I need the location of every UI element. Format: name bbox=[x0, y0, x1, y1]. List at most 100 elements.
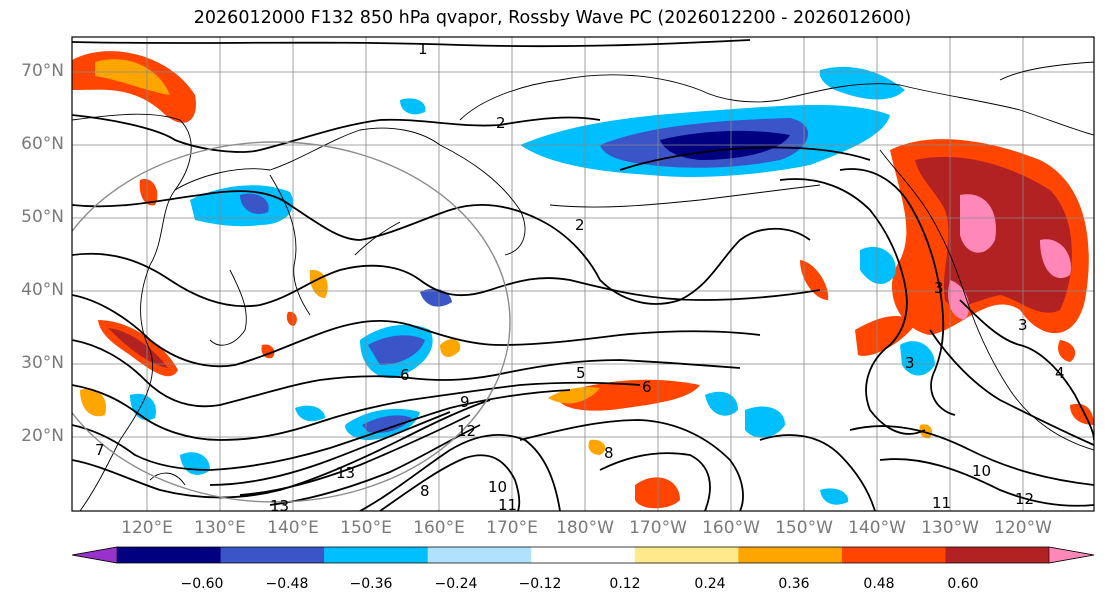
contour-label: 6 bbox=[642, 378, 652, 396]
lon-label: 170°E bbox=[486, 518, 538, 538]
colorbar-tick-label: −0.48 bbox=[265, 576, 309, 592]
contour-line bbox=[879, 458, 1094, 507]
contour-label: 9 bbox=[460, 393, 470, 411]
contour-label: 11 bbox=[498, 496, 517, 514]
lat-label: 70°N bbox=[21, 61, 64, 81]
coastline bbox=[354, 221, 401, 256]
coastline bbox=[439, 144, 526, 256]
lon-label: 160°W bbox=[702, 518, 760, 538]
contour-line bbox=[359, 433, 561, 511]
coastline bbox=[699, 83, 1094, 136]
contour-line bbox=[759, 434, 876, 511]
anomaly-blob bbox=[745, 406, 785, 438]
contour-label: 8 bbox=[420, 482, 430, 500]
lon-label: 150°E bbox=[340, 518, 392, 538]
contour-line bbox=[779, 178, 926, 435]
colorbar-segment bbox=[841, 547, 946, 563]
colorbar bbox=[71, 546, 1095, 564]
colorbar-segment bbox=[738, 547, 843, 563]
colorbar-segment bbox=[324, 547, 429, 563]
contour-label: 13 bbox=[270, 497, 289, 515]
anomaly-blob bbox=[705, 391, 738, 416]
anomaly-blob bbox=[855, 315, 915, 356]
lat-label: 60°N bbox=[21, 134, 64, 154]
anomaly-blob bbox=[960, 194, 996, 253]
anomaly-blob bbox=[95, 59, 170, 95]
anomaly-blob bbox=[819, 66, 905, 100]
anomaly-blob bbox=[362, 415, 412, 433]
anomaly-blob bbox=[800, 260, 829, 300]
contour-line bbox=[72, 294, 761, 368]
lat-label: 30°N bbox=[21, 353, 64, 373]
anomaly-blob bbox=[820, 488, 849, 505]
lat-label: 40°N bbox=[21, 280, 64, 300]
coastline bbox=[149, 472, 186, 486]
contour-line bbox=[959, 299, 1094, 441]
map-title: 2026012000 F132 850 hPa qvapor, Rossby W… bbox=[193, 8, 912, 28]
contour-label: 2 bbox=[575, 216, 585, 234]
anomaly-blob bbox=[190, 185, 294, 227]
contour-line bbox=[929, 329, 1094, 446]
contour-label: 6 bbox=[400, 366, 410, 384]
anomaly-blob bbox=[420, 288, 452, 307]
colorbar-tick-label: 0.48 bbox=[863, 576, 895, 592]
contour-label: 1 bbox=[418, 40, 428, 58]
anomaly-blob bbox=[635, 477, 680, 509]
colorbar-outline bbox=[71, 546, 1095, 564]
colorbar-tick-label: 0.60 bbox=[947, 576, 979, 592]
contour-line bbox=[72, 252, 821, 308]
colorbar-segment bbox=[945, 547, 1050, 563]
contour-line bbox=[239, 414, 471, 496]
contour-line bbox=[619, 146, 871, 171]
colorbar-tick-label: 0.12 bbox=[609, 576, 641, 592]
contour-label: 10 bbox=[972, 462, 991, 480]
contour-lines bbox=[72, 39, 1094, 511]
anomaly-blob bbox=[440, 338, 461, 357]
contour-line bbox=[72, 190, 811, 305]
contour-label: 12 bbox=[457, 422, 476, 440]
contour-label: 3 bbox=[934, 279, 944, 297]
contour-line bbox=[379, 454, 521, 511]
contour-line bbox=[269, 424, 481, 506]
gridlines bbox=[72, 37, 1094, 511]
anomaly-blob bbox=[948, 280, 970, 320]
contour-label: 5 bbox=[576, 364, 586, 382]
lon-label: 140°W bbox=[848, 518, 906, 538]
contour-label: 13 bbox=[336, 464, 355, 482]
lon-label: 160°E bbox=[413, 518, 465, 538]
contour-label: 12 bbox=[1015, 490, 1034, 508]
anomaly-blob bbox=[80, 388, 106, 417]
anomaly-blob bbox=[919, 424, 932, 439]
anomaly-blob bbox=[548, 387, 600, 404]
contour-line bbox=[72, 39, 751, 48]
lon-label: 130°E bbox=[194, 518, 246, 538]
anomaly-blob bbox=[860, 246, 896, 285]
contour-label: 3 bbox=[1018, 316, 1028, 334]
contour-label: 2 bbox=[496, 114, 506, 132]
lon-label: 180°W bbox=[556, 518, 614, 538]
contour-label: 7 bbox=[95, 441, 105, 459]
contour-line bbox=[599, 452, 711, 511]
contour-label: 3 bbox=[905, 354, 915, 372]
anomaly-blob bbox=[295, 405, 325, 422]
anomaly-blob bbox=[139, 179, 158, 206]
map-frame bbox=[71, 36, 1095, 512]
colorbar-tick-label: −0.60 bbox=[180, 576, 224, 592]
anomaly-blob bbox=[180, 452, 210, 475]
coastline bbox=[549, 184, 821, 208]
wave-region-circle bbox=[72, 141, 511, 503]
coastline bbox=[209, 269, 247, 346]
colorbar-tick-label: −0.24 bbox=[434, 576, 478, 592]
lon-label: 170°W bbox=[629, 518, 687, 538]
colorbar-high-arrow bbox=[1048, 546, 1095, 564]
anomaly-blob bbox=[240, 193, 269, 215]
lon-label: 140°E bbox=[267, 518, 319, 538]
contour-line bbox=[72, 389, 571, 471]
anomaly-blob bbox=[1058, 340, 1076, 362]
anomaly-blob bbox=[368, 335, 425, 365]
colorbar-tick-label: 0.24 bbox=[694, 576, 726, 592]
colorbar-segment bbox=[427, 547, 532, 563]
colorbar-tick-label: 0.36 bbox=[778, 576, 810, 592]
coastline bbox=[72, 113, 192, 511]
